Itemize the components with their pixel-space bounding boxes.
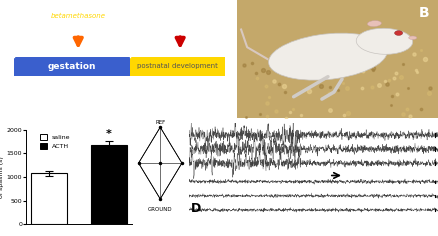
Text: G15: G15: [67, 30, 89, 39]
Text: *: *: [106, 129, 112, 139]
Text: PRIMING: PRIMING: [53, 2, 103, 12]
Bar: [91, 145, 127, 224]
Circle shape: [394, 31, 402, 35]
Text: 2x 0.4 mg/kg i.p.: 2x 0.4 mg/kg i.p.: [51, 21, 105, 26]
Ellipse shape: [367, 21, 381, 27]
Text: G0: G0: [9, 39, 20, 48]
Text: B: B: [417, 6, 428, 20]
Text: GROUND: GROUND: [148, 206, 172, 211]
Text: REF: REF: [155, 119, 165, 125]
Text: P15: P15: [170, 30, 190, 39]
Text: NMDA: NMDA: [169, 13, 190, 19]
Ellipse shape: [268, 33, 386, 80]
Ellipse shape: [355, 28, 412, 54]
FancyBboxPatch shape: [14, 57, 130, 76]
Legend: saline, ACTH: saline, ACTH: [38, 132, 72, 152]
Text: gestation: gestation: [48, 62, 96, 71]
Ellipse shape: [408, 36, 416, 39]
Text: G22-23: G22-23: [116, 39, 144, 48]
Text: 15 mg/kg i.p.: 15 mg/kg i.p.: [159, 21, 201, 26]
FancyBboxPatch shape: [130, 57, 225, 76]
Text: A: A: [4, 2, 14, 16]
Text: TRIGGER: TRIGGER: [154, 2, 205, 12]
Text: D: D: [191, 202, 201, 215]
Y-axis label: Latency to onset
of spasms (s): Latency to onset of spasms (s): [0, 151, 4, 203]
Bar: [31, 173, 67, 224]
Text: betamethasone: betamethasone: [51, 13, 106, 19]
Text: postnatal development: postnatal development: [137, 63, 218, 69]
Text: delivery: delivery: [117, 83, 143, 88]
